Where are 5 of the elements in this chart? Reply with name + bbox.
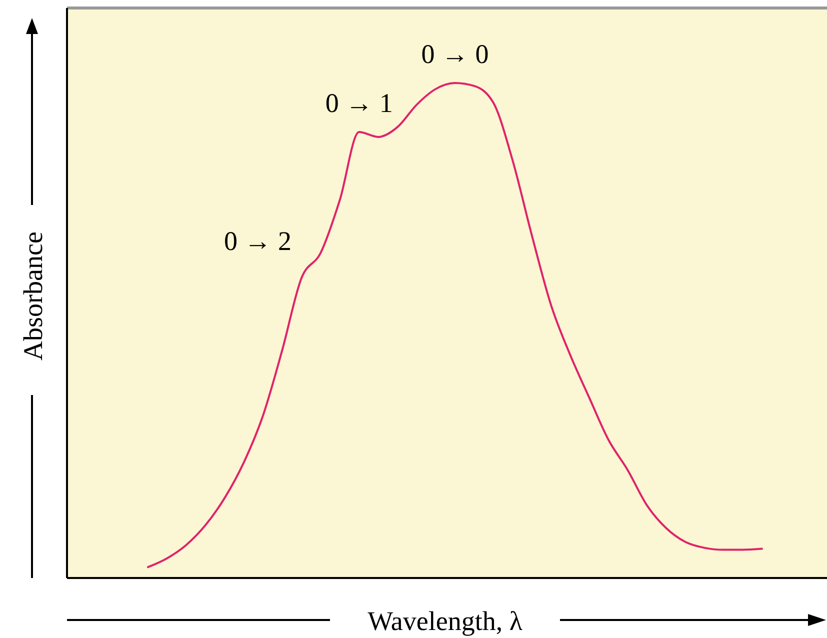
y-axis-title: Absorbance (18, 232, 48, 360)
x-axis-title: Wavelength, λ (368, 606, 522, 636)
annotation: 0 → 2 (224, 226, 292, 256)
text: 0 → 0 (421, 39, 489, 69)
annotation: 0 → 1 (325, 88, 393, 118)
